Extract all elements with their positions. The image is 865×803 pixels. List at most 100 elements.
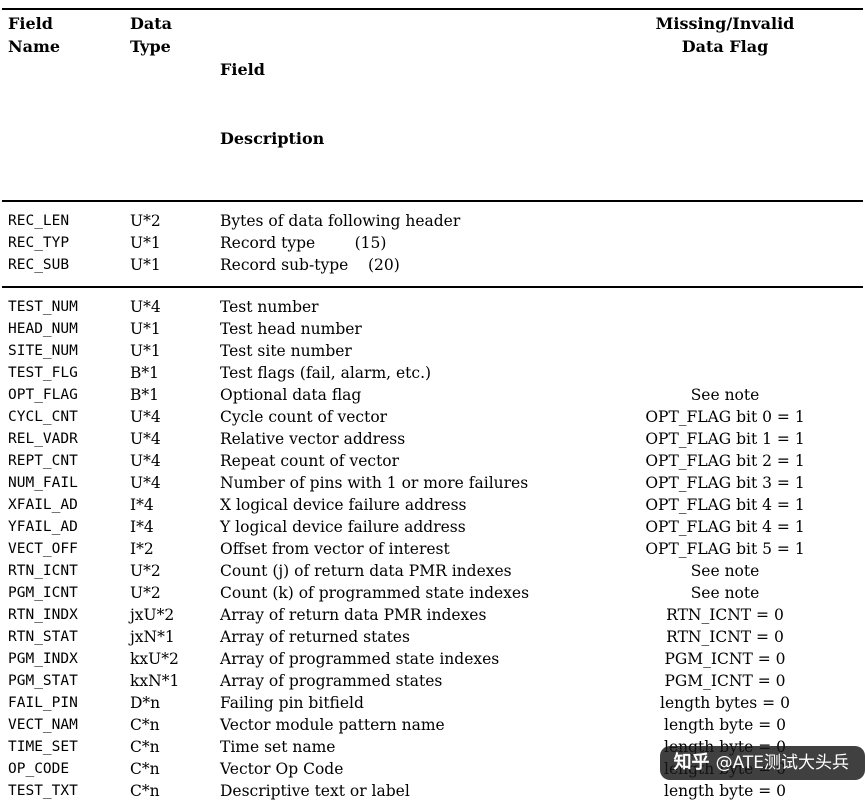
header-data-type-line1: Data <box>130 14 172 33</box>
field-name-cell: TEST_FLG <box>8 365 78 381</box>
data-type-cell: U*4 <box>130 298 161 316</box>
data-type-cell: I*4 <box>130 518 154 536</box>
table-row: RTN_INDX jxU*2 Array of return data PMR … <box>0 604 865 626</box>
missing-invalid-flag-cell <box>620 296 865 318</box>
field-description-cell: X logical device failure address <box>220 496 467 514</box>
table-row: SITE_NUM U*1 Test site number <box>0 340 865 362</box>
missing-invalid-flag-cell <box>620 232 865 254</box>
missing-invalid-flag-cell: OPT_FLAG bit 1 = 1 <box>645 430 805 448</box>
watermark-brand: 知乎 <box>673 752 710 773</box>
header-data-type: Data Type <box>130 12 220 196</box>
missing-invalid-flag-cell: RTN_ICNT = 0 <box>666 606 784 624</box>
header-field-description-line2: Description <box>220 129 325 148</box>
header-missing-invalid-line2: Data Flag <box>681 37 769 56</box>
rule-section-divider <box>2 286 863 288</box>
table-row: YFAIL_AD I*4 Y logical device failure ad… <box>0 516 865 538</box>
table-row: REC_TYP U*1 Record type (15) <box>0 232 865 254</box>
missing-invalid-flag-cell: See note <box>690 584 760 602</box>
missing-invalid-flag-cell: length byte = 0 <box>664 782 786 800</box>
field-description-cell: Count (k) of programmed state indexes <box>220 584 530 602</box>
missing-invalid-flag-cell: PGM_ICNT = 0 <box>664 672 786 690</box>
header-field-name: Field Name <box>0 12 130 196</box>
field-name-cell: PGM_INDX <box>8 651 78 667</box>
field-description-cell: Record type (15) <box>220 234 387 252</box>
header-field-name-line2: Name <box>8 37 61 56</box>
table-section: TEST_NUM U*4 Test number HEAD_NUM U*1 Te… <box>0 288 865 803</box>
field-name-cell: TEST_NUM <box>8 299 78 315</box>
field-name-cell: VECT_OFF <box>8 541 78 557</box>
field-name-cell: OP_CODE <box>8 761 70 777</box>
rule-top <box>2 8 863 10</box>
missing-invalid-flag-cell <box>620 254 865 276</box>
field-description-cell: Record sub-type (20) <box>220 256 400 274</box>
watermark-handle: @ATE测试大头兵 <box>715 753 849 773</box>
missing-invalid-flag-cell: length byte = 0 <box>664 716 786 734</box>
field-description-cell: Optional data flag <box>220 386 362 404</box>
missing-invalid-flag-cell: OPT_FLAG bit 2 = 1 <box>645 452 805 470</box>
missing-invalid-flag-cell: PGM_ICNT = 0 <box>664 650 786 668</box>
field-description-cell: Offset from vector of interest <box>220 540 450 558</box>
field-description-cell: Cycle count of vector <box>220 408 388 426</box>
field-description-cell: Failing pin bitfield <box>220 694 364 712</box>
missing-invalid-flag-cell <box>620 340 865 362</box>
field-name-cell: TIME_SET <box>8 739 78 755</box>
data-type-cell: C*n <box>130 738 160 756</box>
data-type-cell: U*4 <box>130 474 161 492</box>
data-type-cell: D*n <box>130 694 161 712</box>
field-name-cell: RTN_ICNT <box>8 563 78 579</box>
watermark-badge: 知乎 @ATE测试大头兵 <box>659 746 865 780</box>
data-type-cell: U*2 <box>130 562 161 580</box>
header-field-description: Field Description <box>220 12 620 196</box>
field-name-cell: RTN_INDX <box>8 607 78 623</box>
field-name-cell: REPT_CNT <box>8 453 78 469</box>
table-header: Field Name Data Type Field Description M… <box>0 10 865 200</box>
field-description-cell: Array of programmed state indexes <box>220 650 500 668</box>
field-description-cell: Test number <box>220 298 319 316</box>
field-name-cell: REC_TYP <box>8 235 70 251</box>
field-description-cell: Array of returned states <box>220 628 410 646</box>
data-type-cell: U*1 <box>130 234 161 252</box>
field-description-cell: Test head number <box>220 320 362 338</box>
table-row: REPT_CNT U*4 Repeat count of vector OPT_… <box>0 450 865 472</box>
missing-invalid-flag-cell: RTN_ICNT = 0 <box>666 628 784 646</box>
missing-invalid-flag-cell: OPT_FLAG bit 4 = 1 <box>645 496 805 514</box>
field-description-cell: Array of programmed states <box>220 672 443 690</box>
table-section: REC_LEN U*2 Bytes of data following head… <box>0 202 865 286</box>
table-row: VECT_OFF I*2 Offset from vector of inter… <box>0 538 865 560</box>
field-name-cell: XFAIL_AD <box>8 497 78 513</box>
data-type-cell: jxU*2 <box>130 606 175 624</box>
table-row: TEST_NUM U*4 Test number <box>0 296 865 318</box>
field-description-cell: Descriptive text or label <box>220 782 410 800</box>
data-type-cell: kxN*1 <box>130 672 180 690</box>
missing-invalid-flag-cell <box>620 318 865 340</box>
field-description-cell: Bytes of data following header <box>220 212 461 230</box>
table-row: TEST_TXT C*n Descriptive text or label l… <box>0 780 865 802</box>
missing-invalid-flag-cell <box>620 210 865 232</box>
field-name-cell: SITE_NUM <box>8 343 78 359</box>
table-row: FAIL_PIN D*n Failing pin bitfield length… <box>0 692 865 714</box>
table-row: PGM_STAT kxN*1 Array of programmed state… <box>0 670 865 692</box>
data-type-cell: kxU*2 <box>130 650 179 668</box>
missing-invalid-flag-cell: OPT_FLAG bit 5 = 1 <box>645 540 805 558</box>
table-row: REC_LEN U*2 Bytes of data following head… <box>0 210 865 232</box>
table-row: HEAD_NUM U*1 Test head number <box>0 318 865 340</box>
field-description-cell: Time set name <box>220 738 336 756</box>
field-description-cell: Test flags (fail, alarm, etc.) <box>220 364 432 382</box>
field-name-cell: FAIL_PIN <box>8 695 78 711</box>
field-description-cell: Repeat count of vector <box>220 452 400 470</box>
header-missing-invalid-line1: Missing/Invalid <box>655 14 795 33</box>
header-field-name-line1: Field <box>8 14 53 33</box>
field-description-cell: Array of return data PMR indexes <box>220 606 487 624</box>
field-name-cell: RTN_STAT <box>8 629 78 645</box>
table-row: RTN_STAT jxN*1 Array of returned states … <box>0 626 865 648</box>
data-type-cell: U*1 <box>130 320 161 338</box>
table-row: RTN_ICNT U*2 Count (j) of return data PM… <box>0 560 865 582</box>
data-type-cell: C*n <box>130 782 160 800</box>
table-row: XFAIL_AD I*4 X logical device failure ad… <box>0 494 865 516</box>
data-type-cell: U*4 <box>130 452 161 470</box>
field-description-cell: Y logical device failure address <box>220 518 466 536</box>
rule-under-header <box>2 200 863 202</box>
data-type-cell: U*4 <box>130 408 161 426</box>
data-type-cell: U*4 <box>130 430 161 448</box>
data-type-cell: U*1 <box>130 342 161 360</box>
